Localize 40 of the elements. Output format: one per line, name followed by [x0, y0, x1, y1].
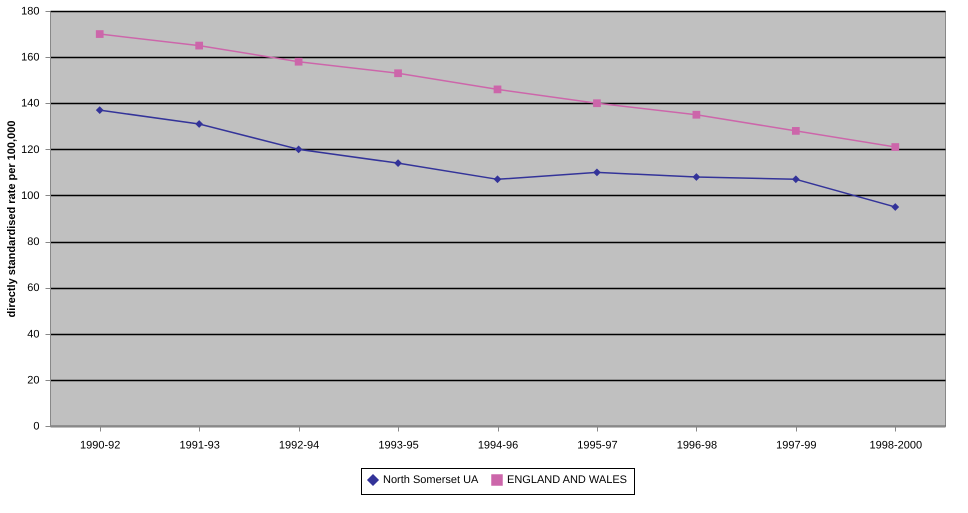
y-tick-label: 140 — [21, 98, 40, 110]
x-tick-label: 1998-2000 — [869, 440, 922, 452]
x-tick-label: 1992-94 — [278, 440, 320, 452]
point — [195, 120, 204, 128]
point — [294, 145, 302, 154]
point — [494, 175, 502, 184]
point — [394, 159, 402, 168]
point — [96, 106, 104, 114]
legend-label: ENGLAND AND WALES — [507, 474, 628, 486]
point — [792, 175, 800, 184]
y-tick-label: 160 — [21, 52, 40, 64]
x-tick-label: 1997-99 — [776, 440, 817, 452]
point — [692, 110, 700, 119]
point — [891, 203, 900, 211]
point — [593, 99, 601, 108]
y-tick-label: 80 — [27, 236, 40, 248]
x-tick-label: 1993-95 — [378, 440, 419, 452]
x-tick-label: 1996-98 — [676, 440, 718, 452]
y-tick-label: 0 — [33, 420, 40, 432]
point — [294, 58, 302, 66]
point — [195, 42, 204, 50]
point — [494, 86, 502, 94]
x-tick-label: 1995-97 — [577, 440, 618, 452]
x-tick-label: 1994-96 — [478, 440, 518, 452]
y-tick-label: 100 — [21, 190, 40, 202]
x-tick-label: 1991-93 — [179, 440, 220, 452]
point — [692, 173, 700, 181]
point — [96, 30, 104, 38]
point — [394, 69, 402, 78]
y-tick-label: 40 — [27, 328, 40, 340]
y-axis-title: directly standardised rate per 100,000 — [6, 120, 18, 318]
point — [891, 143, 900, 151]
y-tick-label: 60 — [27, 282, 40, 294]
y-tick-label: 120 — [21, 144, 40, 156]
y-tick-label: 180 — [21, 6, 40, 18]
y-tick-label: 20 — [27, 374, 40, 386]
point — [792, 127, 800, 135]
legend-label: North Somerset UA — [383, 474, 480, 486]
x-tick-label: 1990-92 — [80, 440, 120, 452]
point — [593, 168, 601, 176]
